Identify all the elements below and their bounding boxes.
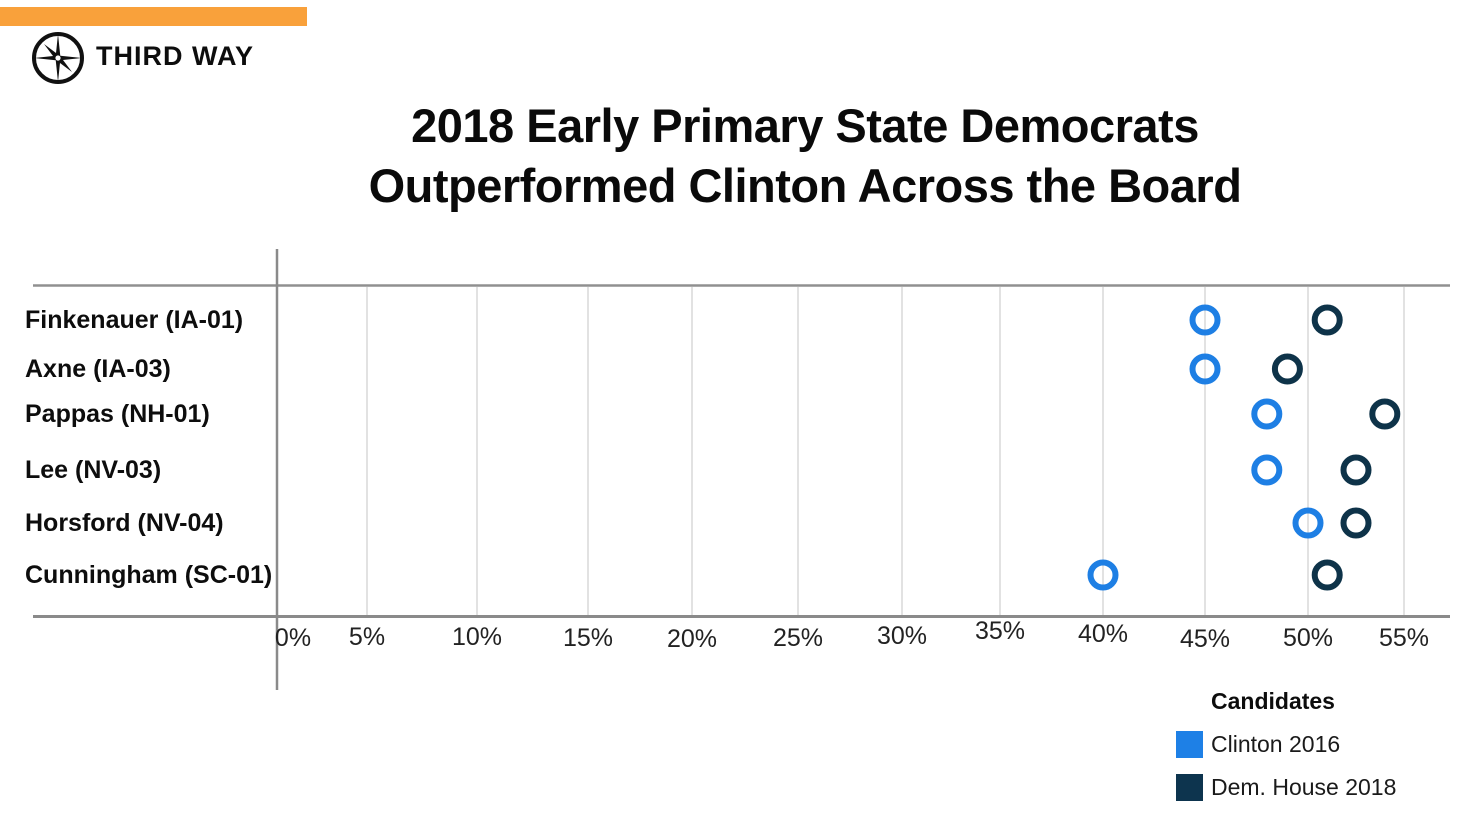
chart-title-line2: Outperformed Clinton Across the Board — [368, 159, 1242, 212]
brand-name: THIRD WAY — [96, 41, 255, 71]
chart-title-line1: 2018 Early Primary State Democrats — [411, 99, 1199, 152]
dot-dem-house-2018 — [1311, 559, 1343, 591]
x-tick-label: 50% — [1282, 624, 1334, 652]
legend-title: Candidates — [1211, 688, 1335, 714]
dot-dem-house-2018 — [1311, 304, 1343, 336]
dot-dem-house-2018 — [1369, 398, 1401, 430]
legend-label-dem-house-2018: Dem. House 2018 — [1211, 774, 1397, 800]
x-tick-label: 25% — [772, 624, 824, 652]
dot-clinton-2016 — [1189, 304, 1221, 336]
category-label: Axne (IA-03) — [25, 355, 171, 383]
category-label: Pappas (NH-01) — [25, 400, 210, 428]
dot-dem-house-2018 — [1271, 353, 1303, 385]
x-tick-label: 40% — [1077, 620, 1129, 648]
category-label: Finkenauer (IA-01) — [25, 306, 244, 334]
x-tick-label: 20% — [666, 625, 718, 653]
dot-dem-house-2018 — [1340, 454, 1372, 486]
dot-clinton-2016 — [1189, 353, 1221, 385]
x-tick-label: 45% — [1179, 625, 1231, 653]
accent-bar — [0, 7, 307, 26]
compass-star-icon — [32, 32, 84, 84]
dot-dem-house-2018 — [1340, 507, 1372, 539]
x-tick-label: 0% — [274, 624, 312, 652]
legend-swatch-dem-house-2018 — [1176, 774, 1203, 801]
chart-title: 2018 Early Primary State Democrats Outpe… — [130, 96, 1480, 216]
category-label: Horsford (NV-04) — [25, 509, 224, 537]
dot-clinton-2016 — [1292, 507, 1324, 539]
legend-swatch-clinton-2016 — [1176, 731, 1203, 758]
category-label: Lee (NV-03) — [25, 456, 162, 484]
x-tick-label: 15% — [562, 624, 614, 652]
x-tick-label: 10% — [451, 623, 503, 651]
x-tick-label: 30% — [876, 622, 928, 650]
dot-clinton-2016 — [1251, 454, 1283, 486]
category-label: Cunningham (SC-01) — [25, 561, 273, 589]
x-tick-label: 5% — [348, 623, 386, 651]
dot-clinton-2016 — [1087, 559, 1119, 591]
legend-label-clinton-2016: Clinton 2016 — [1211, 731, 1341, 757]
x-tick-label: 35% — [974, 617, 1026, 645]
dot-clinton-2016 — [1251, 398, 1283, 430]
x-tick-label: 55% — [1378, 624, 1430, 652]
